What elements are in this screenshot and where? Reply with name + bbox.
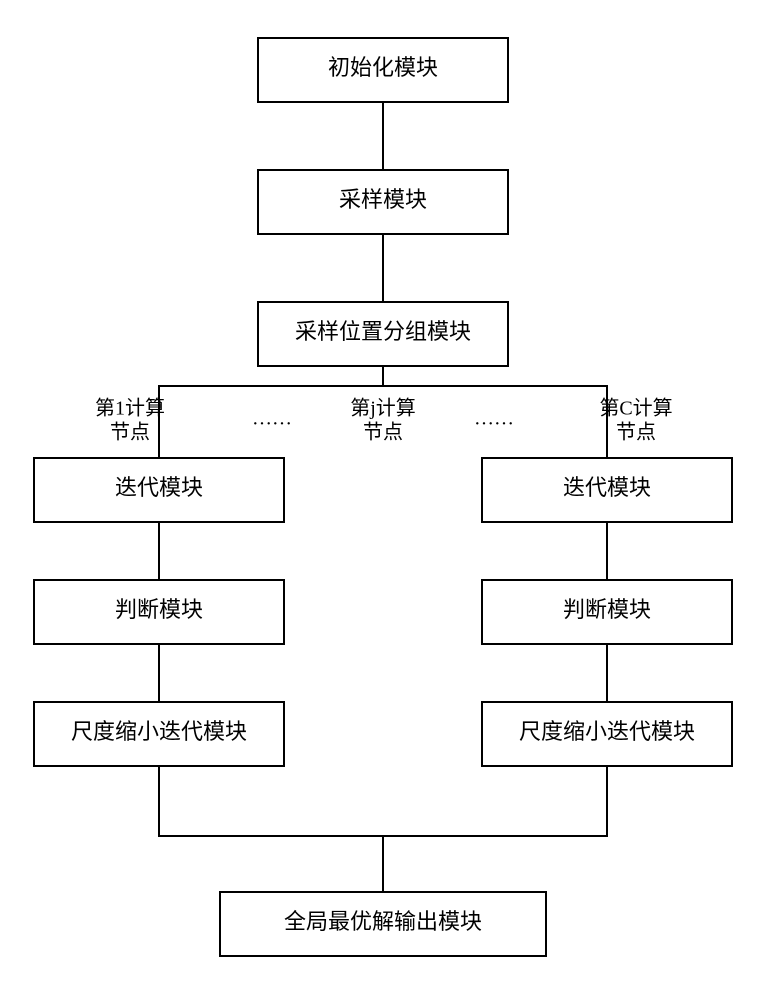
branch-label-j-line1: 第j计算 (350, 397, 416, 420)
edge-scaleL-output (159, 766, 383, 892)
edge-scaleR-output (383, 766, 607, 892)
node-iter-left-label: 迭代模块 (115, 475, 203, 500)
node-scale-right-label: 尺度缩小迭代模块 (519, 719, 695, 744)
node-sample-label: 采样模块 (339, 187, 427, 212)
node-judge-right-label: 判断模块 (563, 597, 651, 622)
branch-label-1-line2: 节点 (110, 421, 150, 444)
branch-label-1-line1: 第1计算 (95, 397, 165, 420)
node-scale-left-label: 尺度缩小迭代模块 (71, 719, 247, 744)
node-group-label: 采样位置分组模块 (295, 319, 471, 344)
ellipsis-left: …… (252, 408, 292, 430)
node-init-label: 初始化模块 (328, 55, 438, 80)
branch-label-c-line2: 节点 (616, 421, 656, 444)
flowchart-diagram: 初始化模块 采样模块 采样位置分组模块 第1计算 节点 …… 第j计算 节点 …… (0, 0, 765, 1000)
node-output-label: 全局最优解输出模块 (284, 909, 482, 934)
node-iter-right-label: 迭代模块 (563, 475, 651, 500)
ellipsis-right: …… (474, 408, 514, 430)
node-judge-left-label: 判断模块 (115, 597, 203, 622)
branch-label-c-line1: 第C计算 (599, 397, 672, 420)
branch-label-j-line2: 节点 (363, 421, 403, 444)
